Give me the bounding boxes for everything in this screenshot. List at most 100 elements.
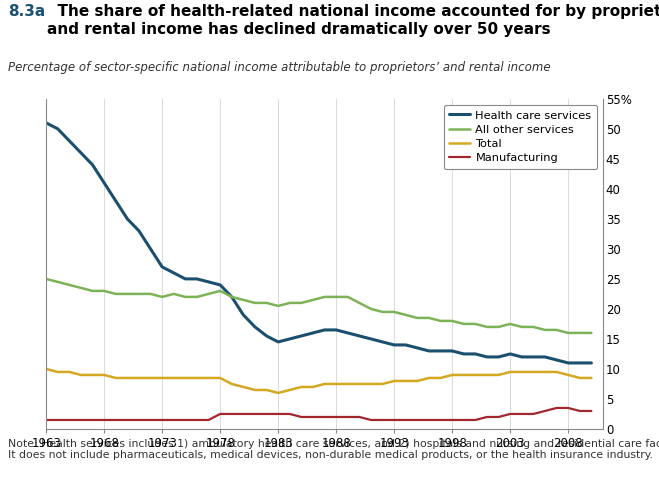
Total [42, 366, 50, 372]
Health care services [112, 198, 120, 204]
All other services [123, 291, 131, 297]
Health care services [193, 276, 201, 282]
All other services [42, 276, 50, 282]
Manufacturing [262, 411, 270, 417]
Total [286, 387, 294, 393]
Manufacturing [181, 417, 189, 423]
All other services [146, 291, 154, 297]
Health care services [135, 228, 143, 234]
All other services [251, 300, 259, 306]
Manufacturing [239, 411, 247, 417]
Manufacturing [193, 417, 201, 423]
Health care services [251, 324, 259, 330]
Manufacturing [332, 414, 340, 420]
Total [181, 375, 189, 381]
Manufacturing [344, 414, 352, 420]
Health care services [541, 354, 549, 360]
Health care services [355, 333, 363, 339]
All other services [425, 315, 433, 321]
All other services [170, 291, 178, 297]
All other services [65, 282, 73, 288]
All other services [332, 294, 340, 300]
Total [54, 369, 62, 375]
Manufacturing [553, 405, 561, 411]
Manufacturing [146, 417, 154, 423]
Manufacturing [576, 408, 584, 414]
Manufacturing [529, 411, 537, 417]
Manufacturing [309, 414, 317, 420]
All other services [379, 309, 387, 315]
Manufacturing [518, 411, 526, 417]
Total [587, 375, 595, 381]
Total [495, 372, 503, 378]
Health care services [425, 348, 433, 354]
All other services [355, 300, 363, 306]
Manufacturing [564, 405, 572, 411]
Manufacturing [437, 417, 445, 423]
Total [88, 372, 96, 378]
Manufacturing [100, 417, 108, 423]
All other services [495, 324, 503, 330]
Total [576, 375, 584, 381]
Manufacturing [65, 417, 73, 423]
Health care services [77, 150, 85, 156]
Total [332, 381, 340, 387]
Manufacturing [379, 417, 387, 423]
Manufacturing [204, 417, 212, 423]
Total [321, 381, 329, 387]
Total [437, 375, 445, 381]
Health care services [204, 279, 212, 285]
Manufacturing [228, 411, 236, 417]
Total [251, 387, 259, 393]
Health care services [367, 336, 375, 342]
Total [518, 369, 526, 375]
Total [309, 384, 317, 390]
Manufacturing [367, 417, 375, 423]
Manufacturing [274, 411, 282, 417]
Total [553, 369, 561, 375]
All other services [181, 294, 189, 300]
Manufacturing [495, 414, 503, 420]
All other services [100, 288, 108, 294]
All other services [402, 312, 410, 318]
Total [460, 372, 468, 378]
Health care services [332, 327, 340, 333]
Manufacturing [460, 417, 468, 423]
All other services [297, 300, 305, 306]
All other services [204, 291, 212, 297]
All other services [274, 303, 282, 309]
Total [379, 381, 387, 387]
Total [344, 381, 352, 387]
Health care services [460, 351, 468, 357]
All other services [321, 294, 329, 300]
Manufacturing [88, 417, 96, 423]
Manufacturing [448, 417, 456, 423]
Manufacturing [355, 414, 363, 420]
Health care services [123, 216, 131, 222]
Total [158, 375, 166, 381]
Manufacturing [286, 411, 294, 417]
Total [123, 375, 131, 381]
Health care services [483, 354, 491, 360]
Health care services [564, 360, 572, 366]
Line: All other services: All other services [46, 279, 591, 333]
Total [274, 390, 282, 396]
All other services [518, 324, 526, 330]
Total [193, 375, 201, 381]
All other services [460, 321, 468, 327]
Health care services [518, 354, 526, 360]
Health care services [54, 126, 62, 132]
Health care services [413, 345, 421, 351]
Health care services [309, 330, 317, 336]
Health care services [228, 294, 236, 300]
Manufacturing [77, 417, 85, 423]
Total [77, 372, 85, 378]
Total [564, 372, 572, 378]
Manufacturing [123, 417, 131, 423]
Health care services [65, 138, 73, 144]
Health care services [100, 180, 108, 186]
Manufacturing [483, 414, 491, 420]
Health care services [344, 330, 352, 336]
All other services [587, 330, 595, 336]
Total [204, 375, 212, 381]
